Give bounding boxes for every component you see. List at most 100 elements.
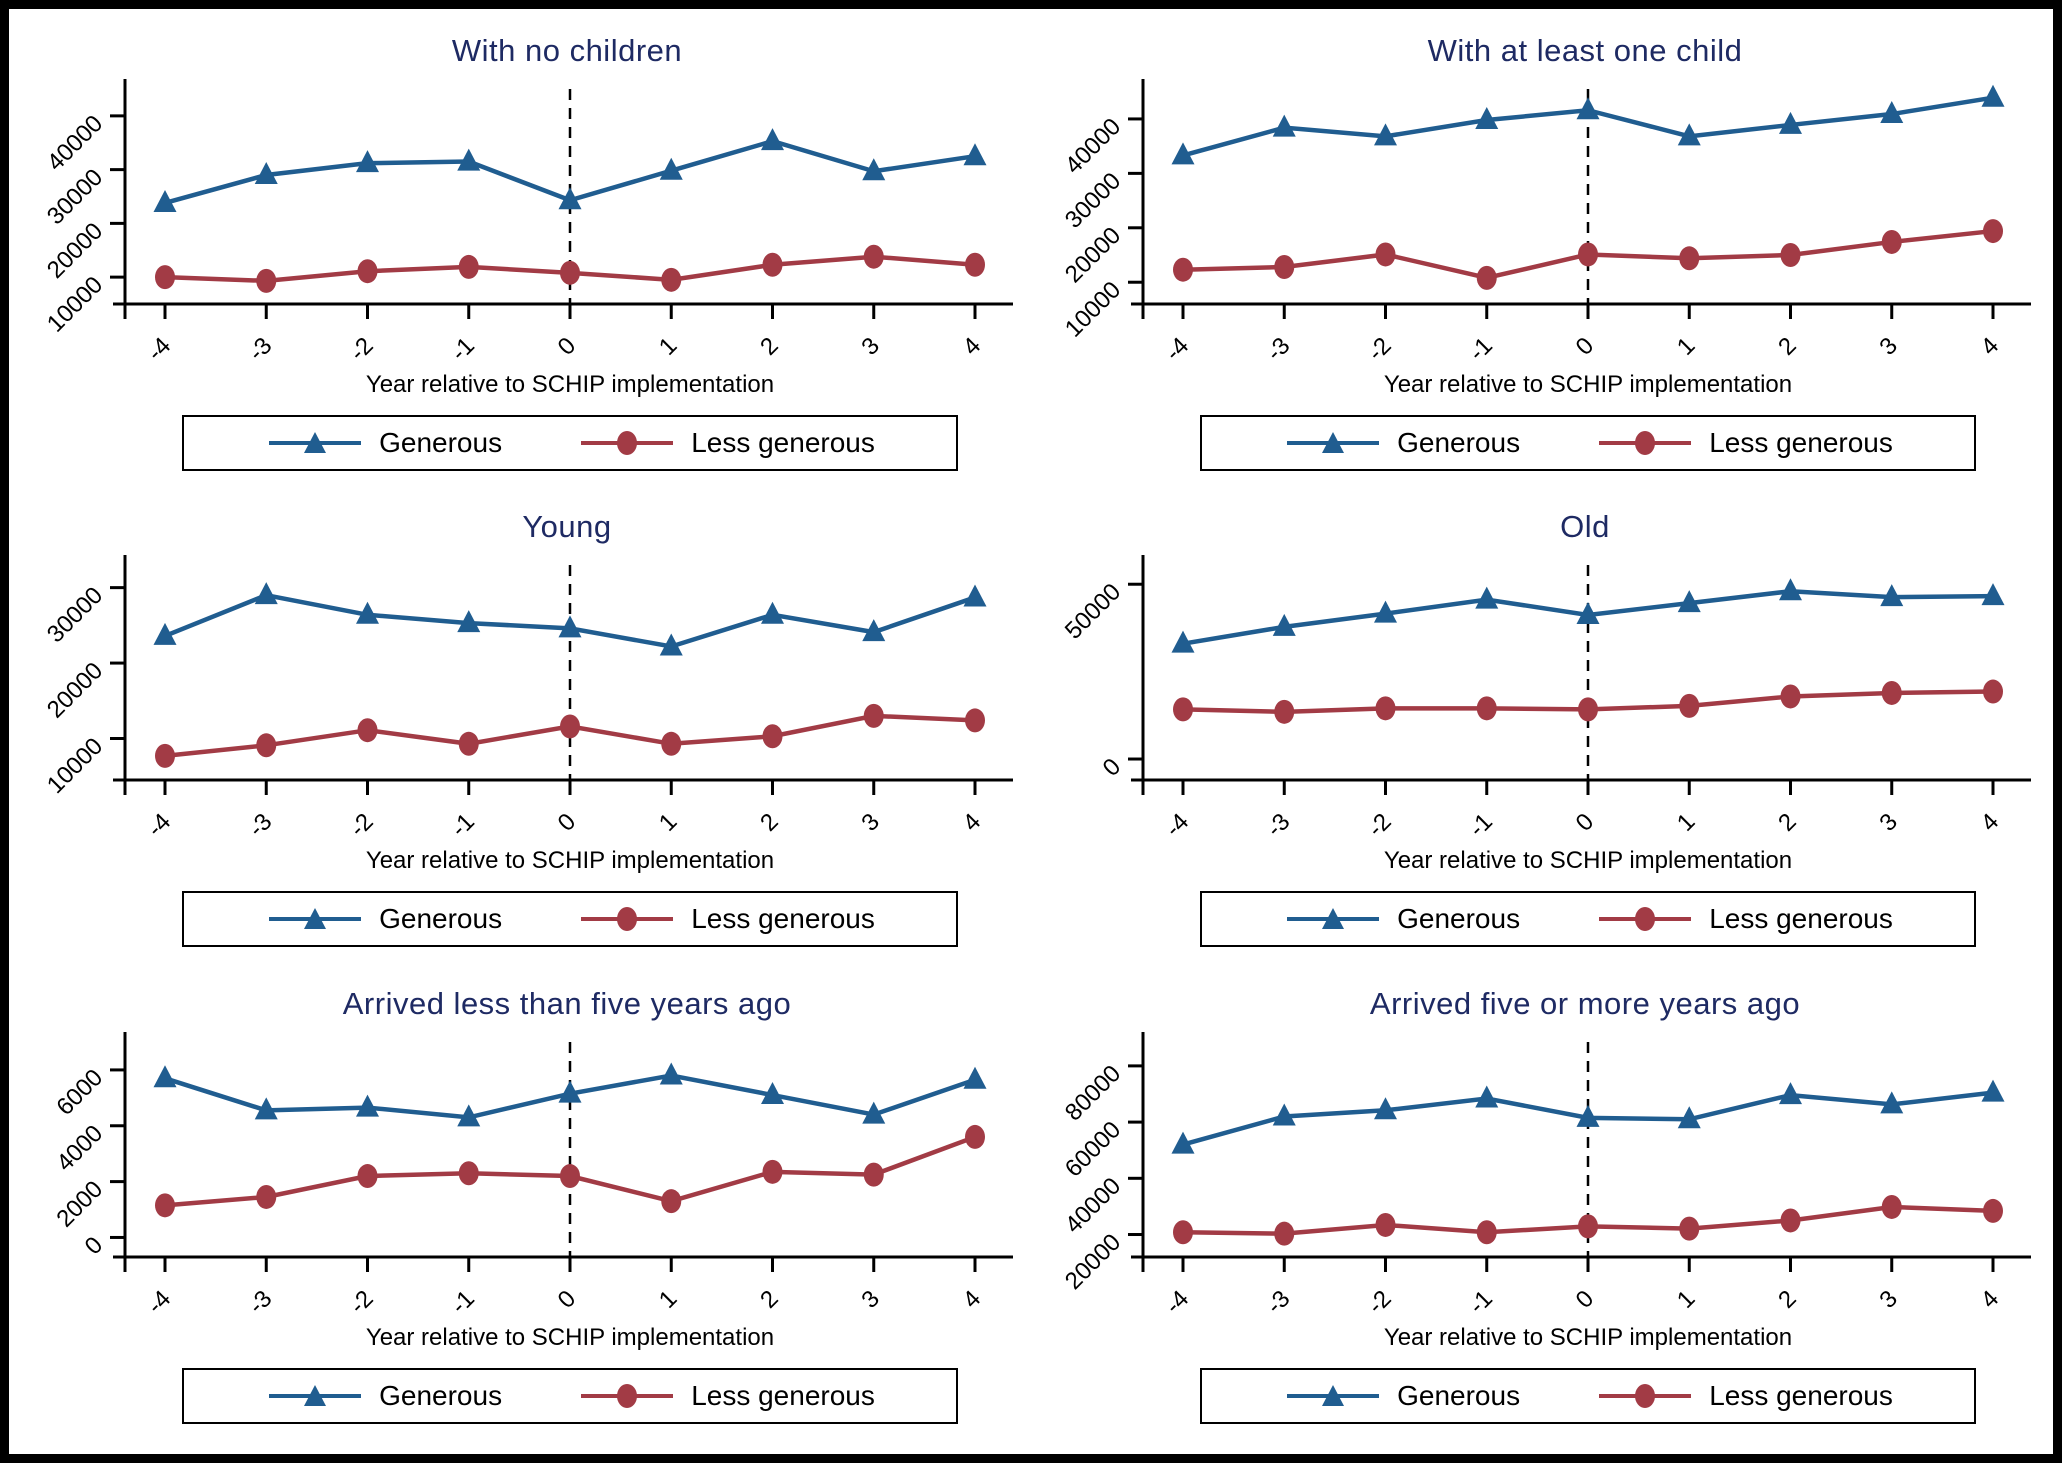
panel-arrived-less-than-five: Arrived less than five years ago 0 2000 40… [13, 972, 1031, 1448]
x-tick-label: 1 [1672, 808, 1701, 837]
series-less-generous [155, 244, 985, 293]
triangle-marker-icon [1880, 584, 1904, 607]
legend-label: Generous [1397, 903, 1521, 935]
circle-marker-icon [1476, 1219, 1497, 1244]
circle-marker-icon [762, 724, 783, 749]
legend-label: Generous [379, 903, 503, 935]
x-tick-label: 0 [1571, 808, 1600, 837]
circle-marker-icon [965, 708, 985, 733]
triangle-marker-icon [304, 908, 327, 930]
x-tick-label: -3 [243, 808, 277, 842]
x-axis-ticks: -4 -3 -2 -1 0 1 2 3 4 [1160, 1256, 2005, 1319]
circle-marker-icon [661, 1188, 682, 1213]
circle-marker-icon [965, 1124, 985, 1149]
panel-old: Old 0 50000 -4 -3 -2 -1 0 1 2 3 4 Year relative to… [1031, 495, 2049, 971]
y-tick-label: 2000 [51, 1175, 108, 1232]
circle-marker-icon [965, 252, 985, 277]
x-tick-label: 2 [1773, 332, 1802, 361]
x-axis-ticks: -4 -3 -2 -1 0 1 2 3 4 [1160, 780, 2004, 843]
triangle-marker-icon [1475, 586, 1499, 609]
circle-marker-icon [762, 252, 783, 277]
y-tick-label: 80000 [1060, 1060, 1126, 1126]
triangle-marker-icon [1677, 1105, 1701, 1128]
circle-marker-icon [863, 244, 884, 269]
x-axis-ticks: -4 -3 -2 -1 0 1 2 3 4 [1160, 304, 2004, 366]
legend-wrap: Generous Less generous [1031, 891, 2049, 948]
circle-marker-icon [1983, 219, 2003, 244]
circle-marker-icon [1881, 229, 1902, 254]
circle-marker-icon [1983, 1198, 2003, 1223]
legend-box: Generous Less generous [182, 891, 958, 948]
circle-marker-icon [863, 704, 884, 729]
circle-marker-icon [1375, 1212, 1396, 1237]
x-tick-label: 3 [856, 332, 885, 361]
x-axis-ticks: -4 -3 -2 -1 0 1 2 3 4 [142, 304, 986, 366]
y-tick-label: 40000 [42, 110, 108, 176]
legend-label: Less generous [691, 427, 875, 458]
x-axis-ticks: -4 -3 -2 -1 0 1 2 3 4 [142, 780, 986, 843]
x-tick-label: -1 [446, 808, 480, 842]
x-axis-label: Year relative to SCHIP implementation [1383, 1323, 1793, 1351]
x-axis-label: Year relative to SCHIP implementation [1383, 371, 1793, 398]
x-tick-label: 4 [1976, 1285, 2005, 1314]
triangle-marker-icon [1374, 1096, 1397, 1119]
generous-line-swatch [1287, 1384, 1380, 1406]
x-tick-label: -3 [1261, 332, 1295, 366]
triangle-marker-icon [1576, 97, 1600, 120]
circle-marker-icon [357, 259, 378, 284]
circle-marker-icon [155, 265, 175, 290]
triangle-marker-icon [356, 1094, 379, 1117]
x-tick-label: -3 [1261, 1285, 1295, 1319]
x-tick-label: 2 [1773, 1285, 1802, 1314]
circle-marker-icon [1274, 700, 1295, 725]
x-tick-label: 1 [1672, 1285, 1701, 1314]
legend-label: Less generous [691, 1379, 875, 1411]
legend-entry-generous: Generous [1283, 427, 1520, 459]
triangle-marker-icon [1677, 590, 1701, 613]
panel-with-at-least-one-child: With at least one child 10000 20000 30000 4… [1031, 19, 2049, 495]
triangle-marker-icon [963, 143, 987, 166]
x-tick-label: -4 [1160, 808, 1194, 842]
triangle-marker-icon [963, 1066, 987, 1089]
legend-label: Less generous [1709, 903, 1893, 935]
circle-marker-icon [1578, 697, 1598, 722]
x-tick-label: -1 [446, 1285, 480, 1319]
less-generous-line-swatch [581, 907, 674, 932]
circle-marker-icon [1274, 1221, 1295, 1246]
series-generous [153, 1062, 987, 1127]
y-tick-label: 10000 [42, 733, 108, 799]
series-generous [1171, 1079, 2005, 1154]
x-tick-label: 0 [1571, 1285, 1600, 1314]
circle-marker-icon [458, 254, 479, 279]
legend-wrap: Generous Less generous [1031, 1367, 2049, 1424]
generous-line-swatch [1287, 432, 1380, 453]
x-axis-label: Year relative to SCHIP implementation [365, 1323, 775, 1351]
triangle-marker-icon [1374, 123, 1397, 146]
circle-marker-icon [1274, 254, 1295, 279]
circle-marker-icon [1173, 697, 1193, 722]
circle-marker-icon [1375, 242, 1396, 267]
legend-box: Generous Less generous [182, 415, 958, 471]
triangle-marker-icon [558, 1080, 582, 1103]
triangle-marker-icon [304, 432, 327, 453]
circle-marker-icon [560, 714, 580, 739]
x-tick-label: 0 [553, 808, 582, 837]
legend-entry-generous: Generous [265, 427, 502, 459]
x-tick-label: 0 [1571, 332, 1600, 361]
legend-label: Generous [379, 1379, 503, 1411]
triangle-marker-icon [457, 1104, 481, 1127]
panel-young: Young 10000 20000 30000 -4 -3 -2 -1 0 1 2 3 4 Year … [13, 495, 1031, 971]
circle-marker-icon [155, 744, 175, 769]
triangle-marker-icon [1374, 600, 1397, 623]
axes [1131, 1031, 2031, 1272]
circle-marker-icon [1983, 679, 2003, 704]
legend-entry-generous: Generous [265, 903, 502, 935]
x-tick-label: -1 [1464, 332, 1498, 366]
y-tick-label: 40000 [1060, 113, 1126, 179]
circle-marker-icon [1635, 1383, 1656, 1408]
less-generous-line-swatch [1599, 431, 1692, 455]
legend-entry-less-generous: Less generous [577, 427, 875, 459]
